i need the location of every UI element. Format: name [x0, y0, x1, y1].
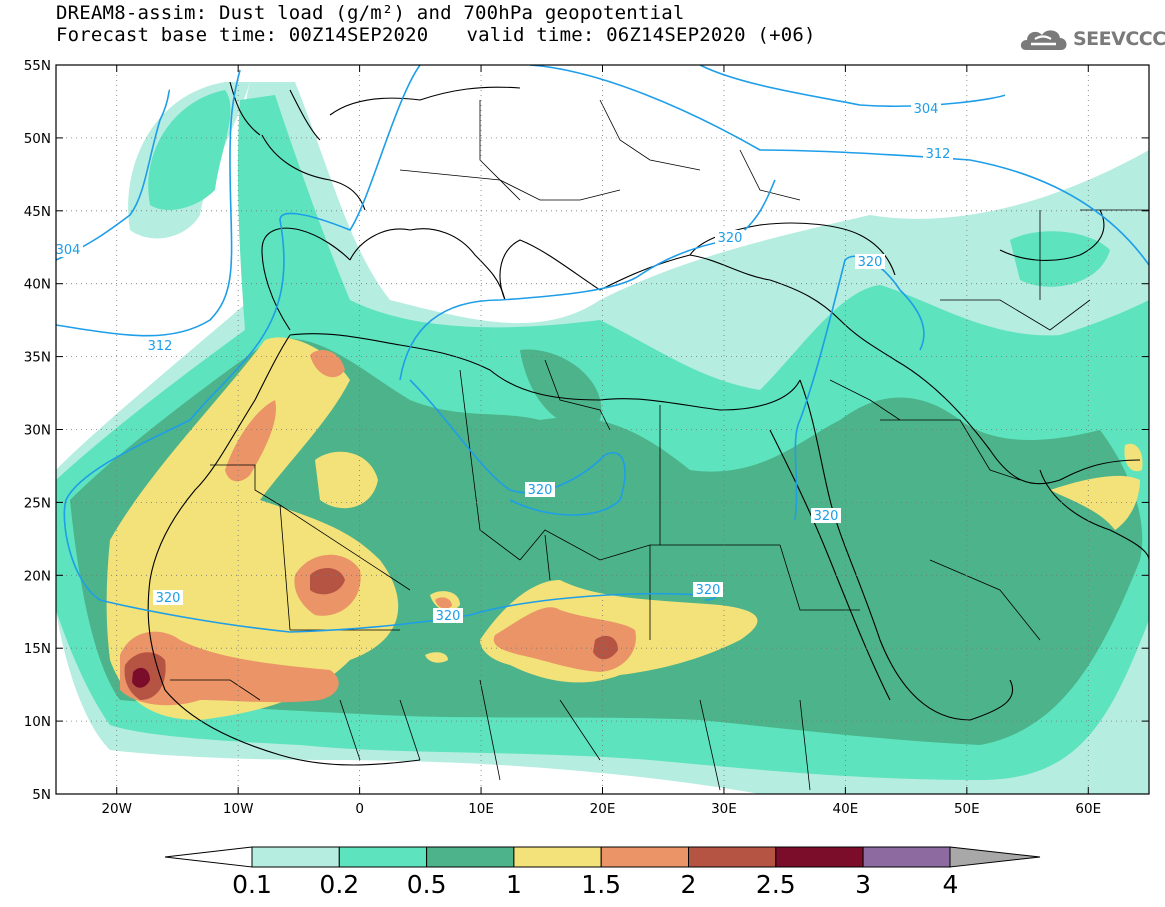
longitude-labels: 20W 10W 0 10E 20E 30E 40E 50E 60E — [101, 801, 1101, 817]
lat-label: 40N — [24, 277, 51, 293]
lon-label: 50E — [954, 801, 980, 817]
lon-label: 60E — [1075, 801, 1101, 817]
contour-label: 320 — [528, 483, 553, 498]
contour-label: 312 — [148, 339, 173, 354]
colorbar-label: 4 — [942, 870, 959, 899]
colorbar-high-arrow — [949, 846, 1041, 868]
contour-label-bg — [153, 590, 183, 605]
contour-label: 320 — [436, 609, 461, 624]
colorbar-cell — [513, 846, 602, 868]
contour-label-bg — [911, 101, 941, 116]
contour-label-bg — [855, 254, 885, 269]
lon-label: 20E — [590, 801, 616, 817]
colorbar-cell — [426, 846, 515, 868]
lat-label: 35N — [24, 350, 51, 366]
colorbar-label: 2.5 — [755, 870, 796, 899]
colorbar-label: 0.5 — [406, 870, 447, 899]
colorbar-cell — [775, 846, 864, 868]
geopotential-contours — [56, 65, 1149, 633]
contour-label: 304 — [56, 243, 81, 258]
axis-ticks — [56, 64, 1149, 795]
lat-label: 50N — [24, 131, 51, 147]
colorbar — [164, 846, 1041, 868]
contour-label: 304 — [914, 102, 939, 117]
map-plot-area: 304 304 312 312 320 320 320 320 320 320 320 — [56, 65, 1149, 794]
lon-label: 10W — [223, 801, 254, 817]
colorbar-label: 1 — [505, 870, 522, 899]
colorbar-cell — [338, 846, 428, 868]
valid-time: valid time: 06Z14SEP2020 (+06) — [466, 24, 816, 46]
dust-fill-2.5 — [132, 667, 150, 688]
lat-label: 20N — [24, 568, 51, 584]
lat-label: 10N — [24, 714, 51, 730]
lon-label: 0 — [355, 801, 364, 817]
forecast-times: Forecast base time: 00Z14SEP2020 valid ti… — [56, 24, 816, 46]
map-title: DREAM8-assim: Dust load (g/m²) and 700hP… — [56, 2, 685, 24]
contour-label-bg — [811, 508, 841, 523]
contour-label: 320 — [696, 583, 721, 598]
contour-label: 320 — [858, 255, 883, 270]
lon-label: 10E — [468, 801, 494, 817]
base-time: Forecast base time: 00Z14SEP2020 — [56, 24, 429, 46]
lat-label: 25N — [24, 495, 51, 511]
colorbar-label: 3 — [855, 870, 872, 899]
latitude-labels: 55N 50N 45N 40N 35N 30N 25N 20N 15N 10N 5N — [24, 58, 51, 803]
dust-fill-1.5 — [120, 350, 636, 706]
contour-label: 312 — [926, 147, 951, 162]
contour-label-bg — [715, 230, 745, 245]
contour-label-bg — [433, 608, 463, 623]
lat-label: 30N — [24, 423, 51, 439]
coastlines — [147, 81, 1149, 766]
colorbar-label: 0.2 — [319, 870, 360, 899]
contour-label-bg — [923, 146, 953, 161]
contour-label-bg — [56, 242, 83, 257]
graticule — [56, 65, 1149, 794]
lon-label: 30E — [711, 801, 737, 817]
logo-text: SEEVCCC — [1073, 28, 1165, 50]
contour-label: 320 — [156, 591, 181, 606]
colorbar-label: 2 — [680, 870, 697, 899]
colorbar-cell — [600, 846, 690, 868]
cloud-icon — [1020, 30, 1067, 50]
contour-labels: 304 304 312 312 320 320 320 320 320 320 320 — [56, 101, 953, 624]
colorbar-cell — [251, 846, 340, 868]
contour-label-bg — [145, 338, 175, 353]
contour-label: 320 — [814, 509, 839, 524]
colorbar-label: 0.1 — [232, 870, 272, 899]
lon-label: 40E — [833, 801, 859, 817]
contour-label-bg — [693, 582, 723, 597]
contour-label: 320 — [718, 231, 743, 246]
colorbar-cell — [862, 846, 951, 868]
lon-label: 20W — [101, 801, 132, 817]
contour-label-bg — [525, 482, 555, 497]
lat-label: 5N — [32, 787, 51, 803]
colorbar-low-arrow — [164, 846, 253, 868]
colorbar-cell — [688, 846, 777, 868]
lat-label: 55N — [24, 58, 51, 74]
lat-label: 15N — [24, 641, 51, 657]
lat-label: 45N — [24, 204, 51, 220]
colorbar-label: 1.5 — [581, 870, 622, 899]
seevccc-logo: SEEVCCC — [1018, 24, 1165, 54]
